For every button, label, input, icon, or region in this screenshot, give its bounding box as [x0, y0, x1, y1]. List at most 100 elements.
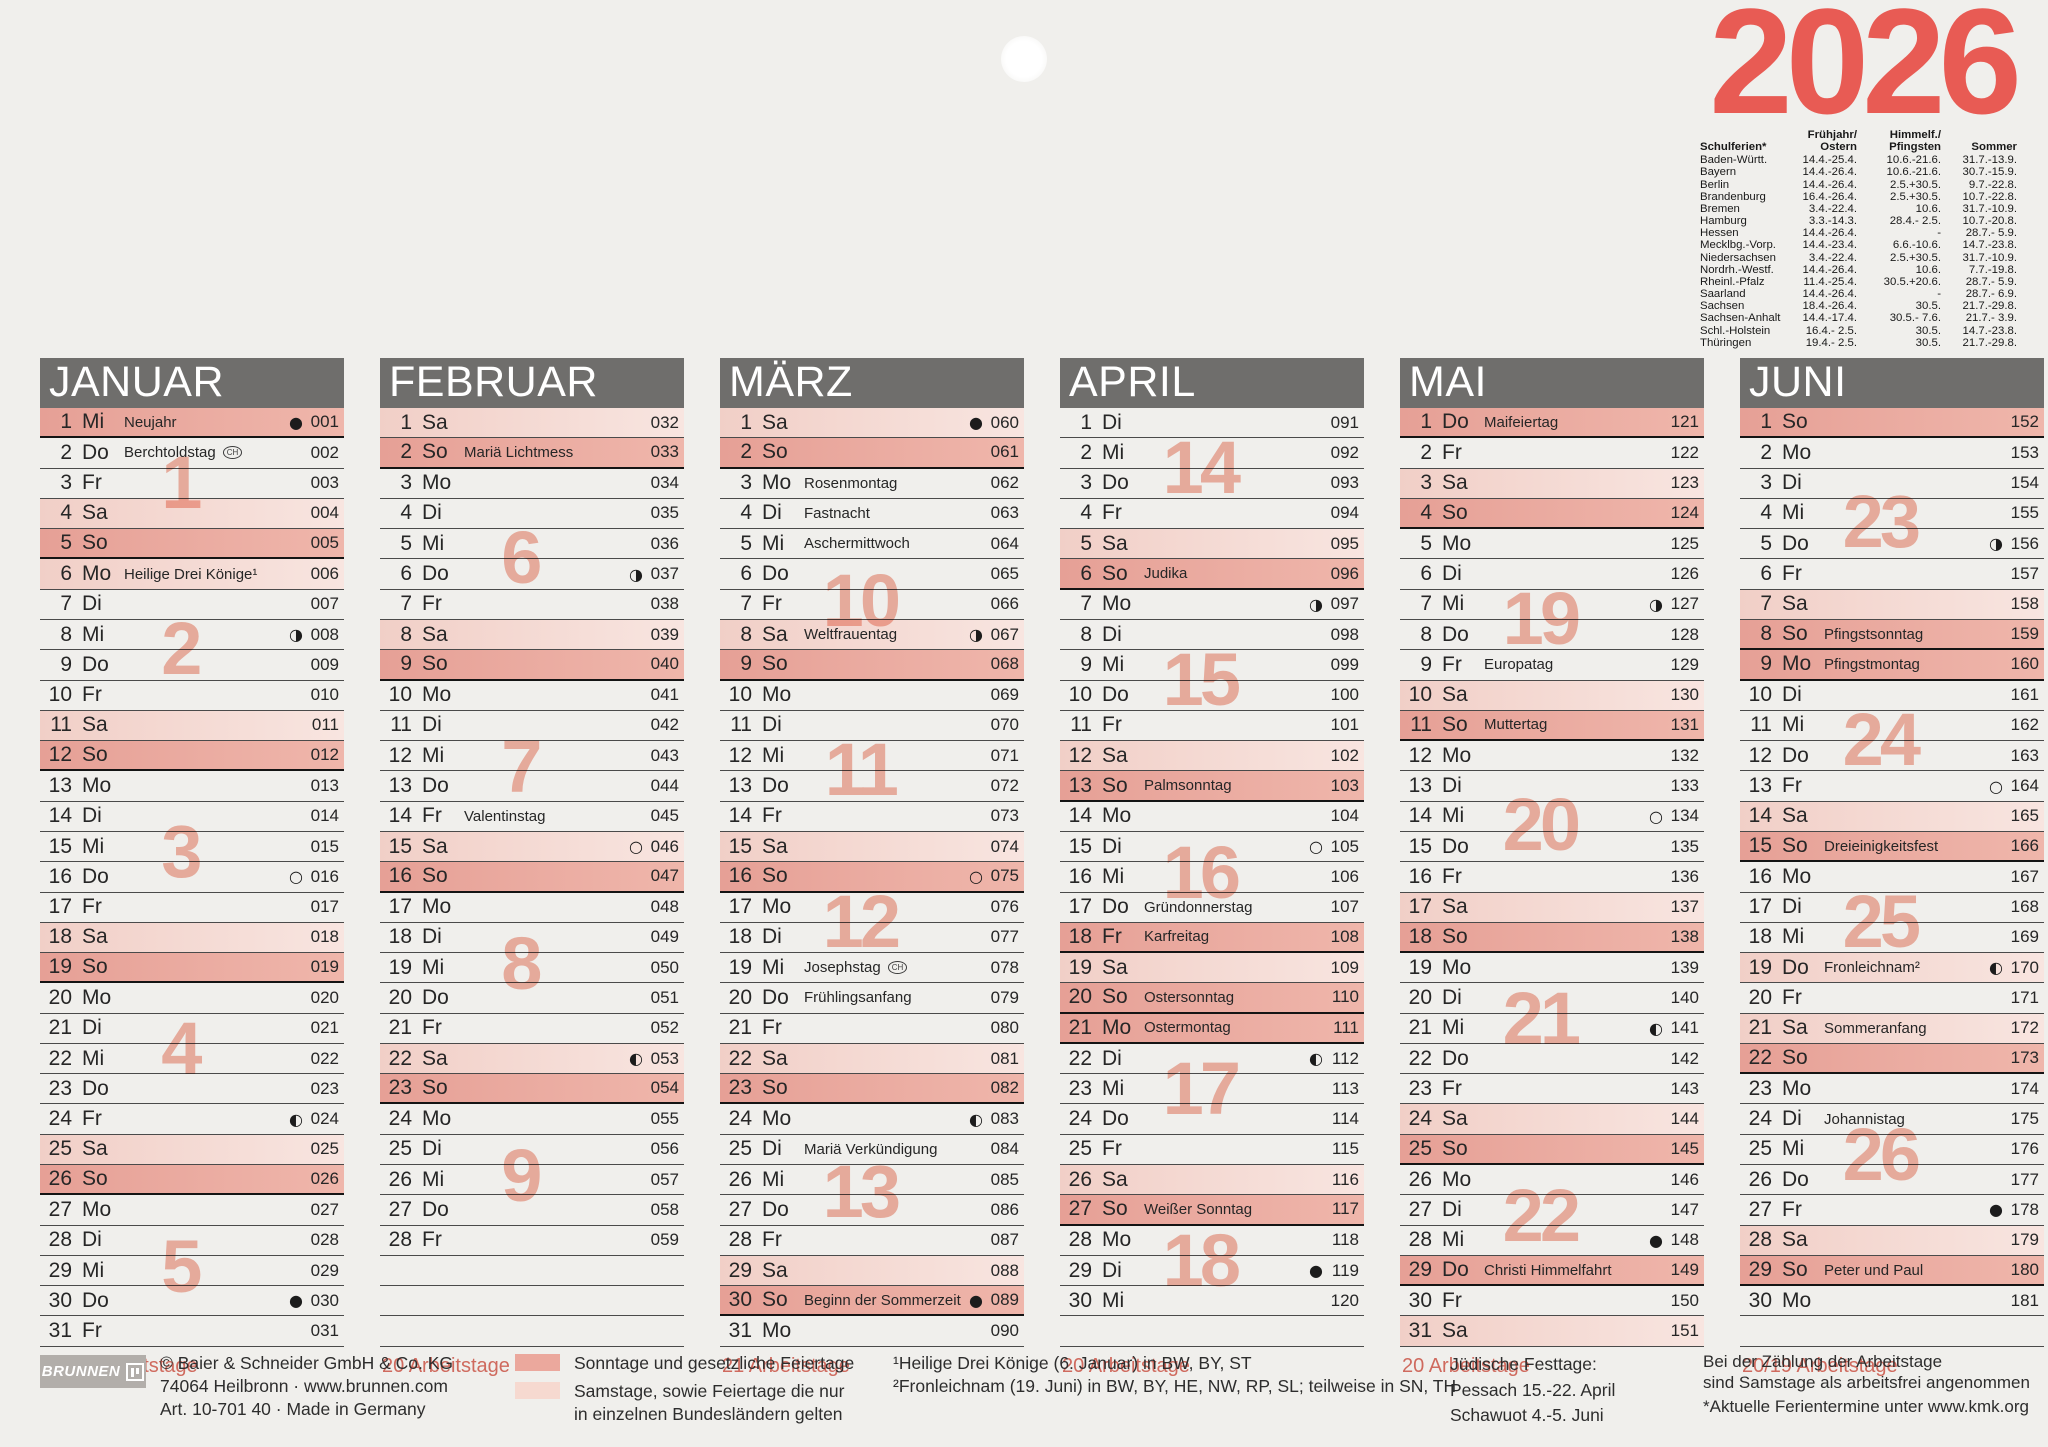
- day-row: 1 Mi Neujahr ● 001: [40, 408, 344, 439]
- day-number: 4: [1760, 501, 1772, 525]
- month-column-april: APRIL 1 Di 091 2 Mi 092 3 Do 093 4 Fr 094 5 Sa 095 6 So Ju…: [1060, 358, 1364, 1378]
- holiday-label: Johannistag: [1824, 1110, 1905, 1128]
- moon-phase-icon: ○: [289, 867, 303, 887]
- weekday-abbr: Do: [1102, 471, 1129, 495]
- day-of-year: 109: [1330, 957, 1359, 977]
- day-row: 2 Mo 153: [1740, 438, 2044, 469]
- day-of-year: 007: [310, 594, 339, 614]
- day-of-year: 044: [650, 776, 679, 796]
- day-row: 5 Mi 036: [380, 529, 684, 560]
- day-row: 20 So Ostersonntag 110: [1060, 983, 1364, 1014]
- ferien-state-name: Schl.-Holstein: [1700, 324, 1771, 337]
- weekday-abbr: Mo: [762, 1107, 792, 1131]
- day-number: 13: [728, 774, 752, 798]
- day-of-year: 137: [1670, 897, 1699, 917]
- month-header: FEBRUAR: [380, 358, 684, 408]
- day-number: 7: [1080, 592, 1092, 616]
- day-of-year: 094: [1330, 503, 1359, 523]
- day-of-year: 027: [310, 1199, 339, 1219]
- holiday-label: Weißer Sonntag: [1144, 1200, 1253, 1218]
- ferien-date-range: 14.4.-26.4.: [1802, 288, 1857, 301]
- day-number: 7: [400, 592, 412, 616]
- day-of-year: 138: [1670, 926, 1699, 946]
- month-column-märz: MÄRZ 1 Sa ● 060 2 So 061 3 Mo Rosenmontag 062 4 Di Fas…: [720, 358, 1024, 1378]
- weekday-abbr: Fr: [82, 1319, 102, 1343]
- moon-phase-icon: ●: [289, 412, 303, 432]
- day-of-year: 028: [310, 1230, 339, 1250]
- day-row: 17 Di 168: [1740, 893, 2044, 923]
- moon-phase-icon: ◑: [1989, 534, 2003, 554]
- moon-phase-icon: ○: [1649, 806, 1663, 826]
- ferien-state-name: Saarland: [1700, 288, 1746, 301]
- day-of-year: 072: [990, 776, 1019, 796]
- day-row: 28 Sa 179: [1740, 1225, 2044, 1256]
- day-of-year: 161: [2010, 685, 2039, 705]
- weekday-abbr: Do: [1782, 743, 1809, 767]
- day-of-year: 143: [1670, 1078, 1699, 1098]
- weekday-abbr: So: [762, 864, 788, 888]
- day-of-year: 178: [2010, 1199, 2039, 1219]
- day-number: 3: [740, 471, 752, 495]
- day-row: 1 Sa 032: [380, 408, 684, 439]
- day-of-year: 141: [1670, 1018, 1699, 1038]
- day-of-year: 158: [2010, 594, 2039, 614]
- day-row: 30 Mo 181: [1740, 1286, 2044, 1317]
- day-row: 23 Mo 174: [1740, 1074, 2044, 1105]
- day-number: 8: [400, 622, 412, 646]
- day-of-year: 031: [310, 1321, 339, 1341]
- holiday-label: Muttertag: [1484, 716, 1548, 734]
- weekday-abbr: So: [422, 440, 448, 464]
- weekday-abbr: Fr: [422, 592, 442, 616]
- day-row: 21 Fr 052: [380, 1014, 684, 1044]
- weekday-abbr: Sa: [1442, 683, 1468, 707]
- weekday-abbr: Do: [1102, 895, 1129, 919]
- day-of-year: 068: [990, 654, 1019, 674]
- day-number: 27: [1748, 1197, 1772, 1221]
- weekday-abbr: Mi: [1442, 592, 1465, 616]
- weekday-abbr: Sa: [762, 1046, 788, 1070]
- ferien-row: Schl.-Holstein 16.4.- 2.5. 30.5. 14.7.-23.8…: [1700, 325, 2020, 337]
- day-of-year: 130: [1670, 685, 1699, 705]
- weekday-abbr: Di: [422, 713, 442, 737]
- day-number: 18: [1408, 924, 1432, 948]
- day-number: 29: [728, 1258, 752, 1282]
- weekday-abbr: Do: [1442, 1046, 1469, 1070]
- day-row: 31 Fr 031: [40, 1316, 344, 1347]
- ferien-date-range: 30.5.: [1915, 324, 1941, 337]
- day-of-year: 063: [990, 503, 1019, 523]
- day-of-year: 134: [1670, 806, 1699, 826]
- weekday-abbr: So: [1442, 500, 1468, 524]
- ferien-date-range: 10.6.-21.6.: [1886, 166, 1941, 179]
- day-number: 17: [1408, 895, 1432, 919]
- ferien-date-range: 10.6.: [1915, 263, 1941, 276]
- ferien-date-range: 31.7.-10.9.: [1962, 202, 2017, 215]
- day-row: 10 Mo 041: [380, 681, 684, 711]
- day-of-year: 132: [1670, 745, 1699, 765]
- ferien-state-name: Bayern: [1700, 166, 1737, 179]
- day-row: 3 Di 154: [1740, 469, 2044, 499]
- day-row: 11 Mi 162: [1740, 711, 2044, 742]
- day-row: 26 Mi 085: [720, 1165, 1024, 1196]
- moon-phase-icon: ○: [969, 866, 983, 886]
- day-of-year: 170: [2010, 957, 2039, 977]
- weekday-abbr: Mi: [1782, 501, 1805, 525]
- ferien-state-name: Hamburg: [1700, 215, 1747, 228]
- day-of-year: 066: [990, 594, 1019, 614]
- weekday-abbr: Do: [422, 1197, 449, 1221]
- day-of-year: 123: [1670, 473, 1699, 493]
- moon-phase-icon: ◑: [969, 625, 983, 645]
- day-number: 20: [1408, 985, 1432, 1009]
- day-number: 7: [740, 592, 752, 616]
- weekday-abbr: Sa: [1102, 1167, 1128, 1191]
- day-of-year: 043: [650, 745, 679, 765]
- day-number: 8: [1760, 622, 1772, 646]
- day-number: 21: [1408, 1016, 1432, 1040]
- day-row: 11 Di 070: [720, 711, 1024, 742]
- ferien-state-name: Hessen: [1700, 227, 1739, 240]
- weekday-abbr: Sa: [82, 925, 108, 949]
- day-row: 24 Sa 144: [1400, 1104, 1704, 1135]
- day-of-year: 016: [310, 866, 339, 886]
- day-of-year: 102: [1330, 745, 1359, 765]
- weekday-abbr: Fr: [1442, 440, 1462, 464]
- ferien-state-name: Brandenburg: [1700, 190, 1766, 203]
